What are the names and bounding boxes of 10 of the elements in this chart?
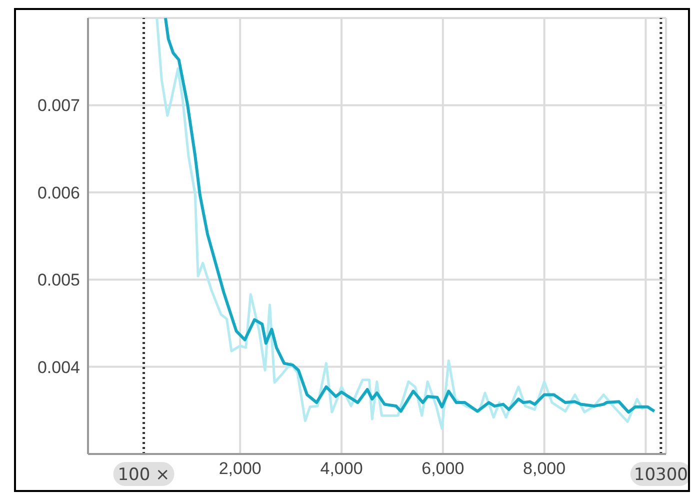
y-tick-label: 0.005	[37, 270, 80, 290]
y-tick-label: 0.006	[37, 183, 80, 202]
ref-line-label: 10300	[634, 465, 688, 485]
x-tick-label: 4,000	[320, 459, 363, 478]
x-tick-label: 2,000	[218, 459, 262, 478]
x-tick-label: 6,000	[422, 459, 464, 478]
x-tick-label: 8,000	[523, 459, 566, 478]
y-tick-label: 0.007	[37, 96, 80, 116]
y-tick-label: 0.004	[37, 358, 80, 377]
ref-line-label: 100 ×	[118, 465, 170, 485]
